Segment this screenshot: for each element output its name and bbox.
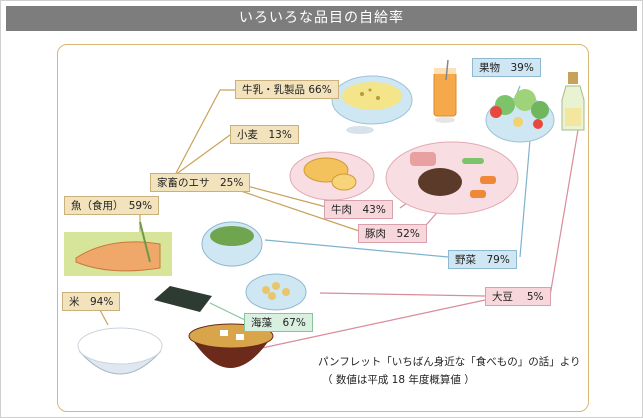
connector-seaweed: [209, 302, 246, 321]
connector-soy-oil: [549, 129, 579, 297]
label-feed: 家畜のエサ 25%: [150, 173, 251, 192]
oil-bottle-icon: [561, 72, 585, 131]
vegetable-bowl-icon: [201, 221, 263, 267]
seaweed-icon: [154, 286, 212, 312]
label-fish: 魚（食用） 59%: [64, 196, 160, 215]
connector-veg-bowl: [264, 239, 449, 258]
label-vegetables: 野菜 79%: [448, 250, 517, 269]
label-rice: 米 94%: [62, 292, 121, 311]
connector-feed-pork: [231, 187, 363, 233]
connector-dairy: [174, 89, 235, 176]
label-dairy: 牛乳・乳製品 66%: [235, 80, 339, 99]
connector-soy-miso: [261, 299, 486, 349]
fish-icon: [64, 221, 172, 276]
label-pork: 豚肉 52%: [358, 224, 427, 243]
label-beef: 牛肉 43%: [324, 200, 393, 219]
page-title: いろいろな品目の自給率: [6, 6, 637, 31]
connector-lines: [99, 85, 579, 349]
label-wheat: 小麦 13%: [230, 125, 299, 144]
juice-glass-icon: [433, 59, 457, 123]
label-soybeans: 大豆 5%: [485, 287, 551, 306]
soup-bowl-icon: [331, 75, 413, 134]
bread-plate-icon: [289, 151, 375, 201]
salad-bowl-icon: [485, 89, 555, 143]
connector-soy-beans: [319, 292, 486, 297]
meat-plate-icon: [385, 141, 519, 215]
label-fruit: 果物 39%: [472, 58, 541, 77]
connector-rice: [99, 309, 109, 326]
label-seaweed: 海藻 67%: [244, 313, 313, 332]
rice-bowl-icon: [77, 327, 163, 375]
connector-veg-salad: [519, 139, 531, 258]
beans-bowl-icon: [245, 273, 307, 311]
connector-wheat: [174, 134, 231, 176]
source-note-values: （ 数値は平成 18 年度概算値 ）: [322, 374, 475, 386]
source-note: パンフレット「いちばん身近な「食べもの」の話」より: [318, 356, 581, 368]
